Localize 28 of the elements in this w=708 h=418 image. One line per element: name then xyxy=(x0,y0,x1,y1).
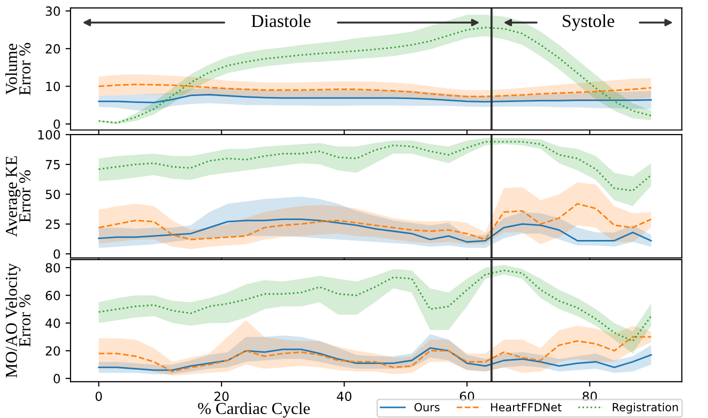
y-tick-label: 20 xyxy=(46,346,60,356)
legend-label: HeartFFDNet xyxy=(491,403,562,412)
y-tick-label: 0 xyxy=(54,374,60,384)
x-axis-title: % Cardiac Cycle xyxy=(198,402,310,418)
annotation: Diastole xyxy=(251,14,310,28)
legend-label: Ours xyxy=(414,403,440,412)
y-axis-title: Volume Error % xyxy=(5,42,31,96)
annotation: Systole xyxy=(562,14,614,31)
legend-label: Registration xyxy=(612,402,678,414)
x-tick-label: 60 xyxy=(460,392,474,402)
y-tick-label: 10 xyxy=(46,82,60,92)
y-tick-label: 0 xyxy=(54,249,60,259)
y-axis-title: Average KE Error % xyxy=(6,156,31,237)
y-tick-label: 80 xyxy=(46,263,60,273)
y-tick-label: 75 xyxy=(46,160,60,170)
y-tick-label: 20 xyxy=(46,44,60,54)
y-axis-title: MO/AO Velocity Error % xyxy=(5,263,31,378)
y-tick-label: 40 xyxy=(46,318,60,328)
x-tick-label: 0 xyxy=(96,392,102,402)
y-tick-label: 0 xyxy=(54,119,60,129)
y-tick-label: 100 xyxy=(38,130,60,140)
y-tick-label: 60 xyxy=(46,290,60,300)
y-tick-label: 25 xyxy=(46,220,60,229)
y-tick-label: 50 xyxy=(46,190,60,200)
x-tick-label: 20 xyxy=(214,392,229,402)
x-tick-label: 40 xyxy=(336,392,352,402)
y-tick-label: 30 xyxy=(46,6,60,16)
x-tick-label: 80 xyxy=(582,392,597,402)
